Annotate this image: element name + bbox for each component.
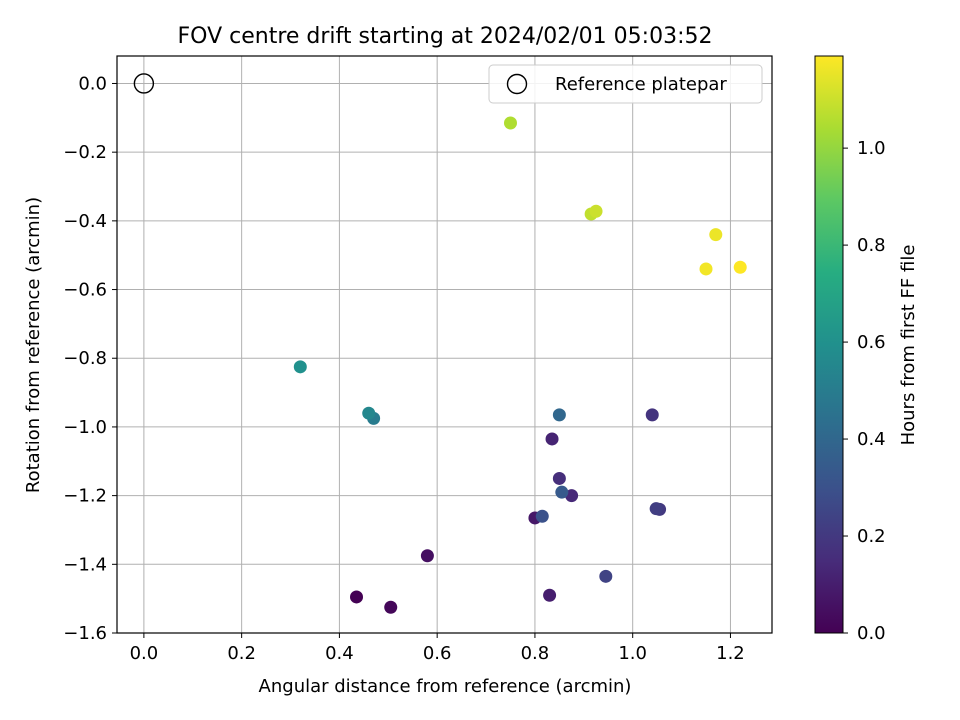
data-point xyxy=(545,432,559,446)
reference-point xyxy=(133,73,155,94)
data-point xyxy=(293,360,307,374)
x-tick-label: 1.0 xyxy=(618,643,647,664)
data-point xyxy=(552,408,566,422)
y-tick-label: −0.8 xyxy=(63,348,107,369)
plot-frame xyxy=(116,55,773,634)
data-points xyxy=(293,116,747,614)
data-point xyxy=(384,600,398,614)
colorbar xyxy=(814,55,844,634)
grid-lines xyxy=(117,56,772,634)
y-tick-label: −0.6 xyxy=(63,280,107,301)
colorbar-tick-label: 0.8 xyxy=(857,235,886,256)
data-point xyxy=(535,509,549,523)
y-tick-label: −0.2 xyxy=(63,142,107,163)
y-tick-label: −1.0 xyxy=(63,417,107,438)
x-tick-label: 0.8 xyxy=(521,643,550,664)
colorbar-label: Hours from first FF file xyxy=(898,245,919,446)
x-tick-label: 0.2 xyxy=(227,643,256,664)
data-point xyxy=(645,408,659,422)
data-point xyxy=(733,260,747,274)
x-axis-ticks: 0.0 0.2 0.4 0.6 0.8 1.0 1.2 xyxy=(130,633,745,664)
y-axis-ticks: 0.0 −0.2 −0.4 −0.6 −0.8 −1.0 −1.2 −1.4 −1.6 xyxy=(63,73,117,644)
y-axis-label: Rotation from reference (arcmin) xyxy=(23,197,44,493)
colorbar-tick-label: 0.6 xyxy=(857,332,886,353)
data-point xyxy=(555,485,569,499)
legend-box xyxy=(488,64,763,104)
colorbar-ticks: 0.0 0.2 0.4 0.6 0.8 1.0 xyxy=(843,138,886,644)
data-point xyxy=(599,569,613,583)
data-point xyxy=(589,204,603,218)
data-point xyxy=(565,489,579,503)
y-tick-label: 0.0 xyxy=(78,73,107,94)
colorbar-tick-label: 1.0 xyxy=(857,138,886,159)
data-point xyxy=(350,590,364,604)
legend-label-reference-platepar: Reference platepar xyxy=(555,74,727,95)
y-tick-label: −1.2 xyxy=(63,486,107,507)
y-tick-label: −1.6 xyxy=(63,623,107,644)
colorbar-tick-label: 0.4 xyxy=(857,429,886,450)
x-tick-label: 0.0 xyxy=(130,643,159,664)
y-tick-label: −0.4 xyxy=(63,211,107,232)
colorbar-tick-label: 0.2 xyxy=(857,526,886,547)
data-point xyxy=(649,502,663,516)
colorbar-tick-label: 0.0 xyxy=(857,623,886,644)
y-tick-label: −1.4 xyxy=(63,554,107,575)
chart-title: FOV centre drift starting at 2024/02/01 … xyxy=(178,24,713,49)
x-axis-label: Angular distance from reference (arcmin) xyxy=(259,676,632,697)
data-point xyxy=(699,262,713,276)
reference-marker xyxy=(133,73,155,94)
data-point xyxy=(709,228,723,242)
x-tick-label: 0.4 xyxy=(325,643,354,664)
legend-reference-marker xyxy=(506,73,528,95)
legend: Reference platepar xyxy=(488,64,763,104)
x-tick-label: 1.2 xyxy=(716,643,745,664)
x-tick-label: 0.6 xyxy=(423,643,452,664)
data-point xyxy=(362,406,376,420)
data-point xyxy=(552,471,566,485)
data-point xyxy=(503,116,517,130)
data-point xyxy=(543,588,557,602)
data-point xyxy=(420,549,434,563)
